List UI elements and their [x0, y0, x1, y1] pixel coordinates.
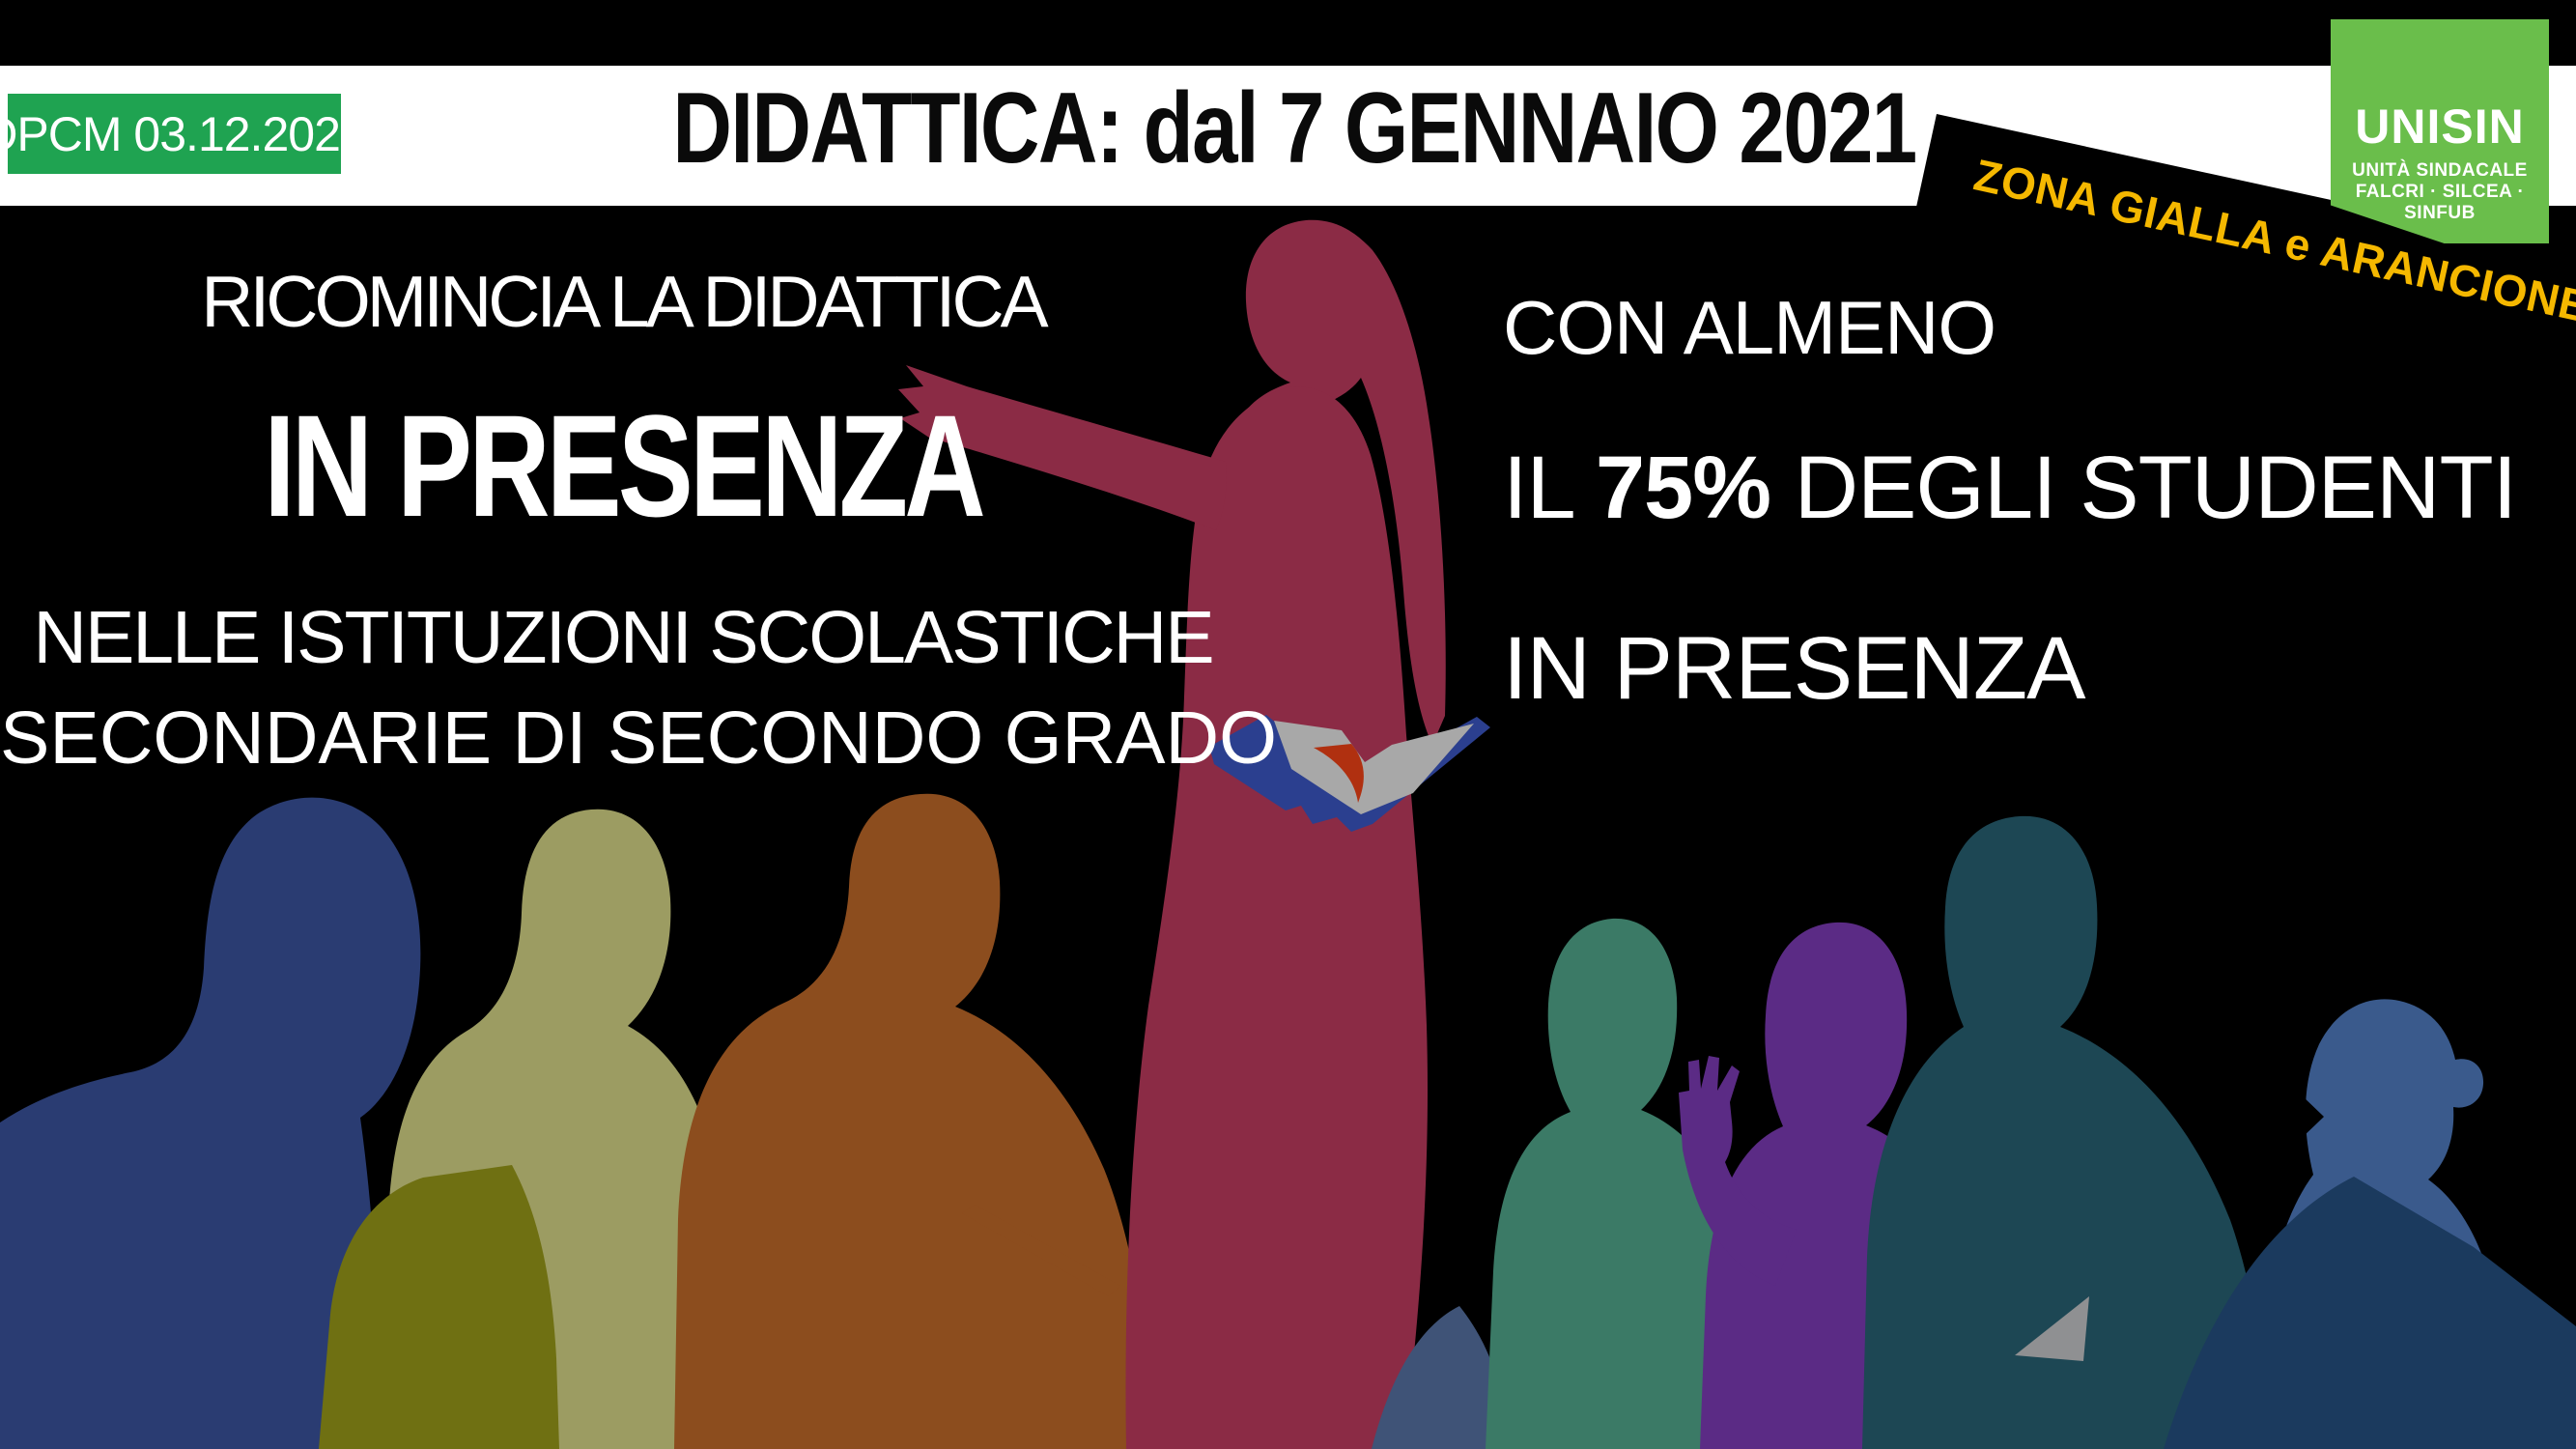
unisin-logo-subtitle-1: UNITÀ SINDACALE [2352, 160, 2528, 181]
silhouette-teacher-body [1125, 386, 1428, 1449]
open-book-cover [1209, 715, 1490, 832]
silhouette-teacher-hair [1238, 219, 1446, 745]
dpcm-badge: DPCM 03.12.2020 [0, 94, 367, 174]
silhouette-student-darknavy [2164, 1177, 2576, 1449]
unisin-logo-subtitle-2: FALCRI · SILCEA · SINFUB [2355, 181, 2525, 223]
paper-triangle-shape [2015, 1296, 2089, 1361]
silhouette-student-bluegray [1372, 1306, 1508, 1449]
silhouette-student-purple-hand [1679, 1056, 1797, 1286]
pencil-icon [962, 1205, 1120, 1296]
left-text-line-3: NELLE ISTITUZIONI SCOLASTICHE [33, 596, 1214, 679]
silhouette-student-green [1486, 918, 1761, 1449]
page-title: DIDATTICA: dal 7 GENNAIO 2021 [672, 72, 1917, 185]
unisin-logo-name: UNISIN [2355, 99, 2525, 154]
left-text-line-2: IN PRESENZA [264, 384, 986, 547]
open-book-ribbon [1314, 744, 1364, 803]
right-line2-prefix: IL [1503, 439, 1596, 537]
dpcm-badge-label: DPCM 03.12.2020 [0, 106, 367, 161]
right-text-line-3: IN PRESENZA [1503, 619, 2085, 718]
left-text-line-4: SECONDARIE DI SECONDO GRADO [0, 696, 1278, 780]
silhouette-student-olive-legs [319, 1165, 559, 1449]
right-text-line-2: IL 75% DEGLI STUDENTI [1503, 443, 2517, 532]
open-book-pages [1274, 721, 1474, 814]
unisin-logo: UNISIN UNITÀ SINDACALE FALCRI · SILCEA ·… [2331, 19, 2549, 243]
silhouette-face-notch [2300, 1094, 2324, 1138]
right-text-line-1: CON ALMENO [1503, 285, 1996, 370]
page-title-wrap: DIDATTICA: dal 7 GENNAIO 2021 [661, 71, 1928, 186]
left-text-line-1: RICOMINCIA LA DIDATTICA [201, 261, 1048, 342]
silhouette-student-brown [674, 793, 1191, 1449]
right-line2-percентage: 75% [1595, 439, 1771, 537]
silhouette-teacher-arm [898, 365, 1227, 530]
silhouette-student-teal [1862, 815, 2271, 1449]
right-line2-suffix: DEGLI STUDENTI [1770, 439, 2518, 537]
silhouette-student-navy [0, 797, 421, 1449]
